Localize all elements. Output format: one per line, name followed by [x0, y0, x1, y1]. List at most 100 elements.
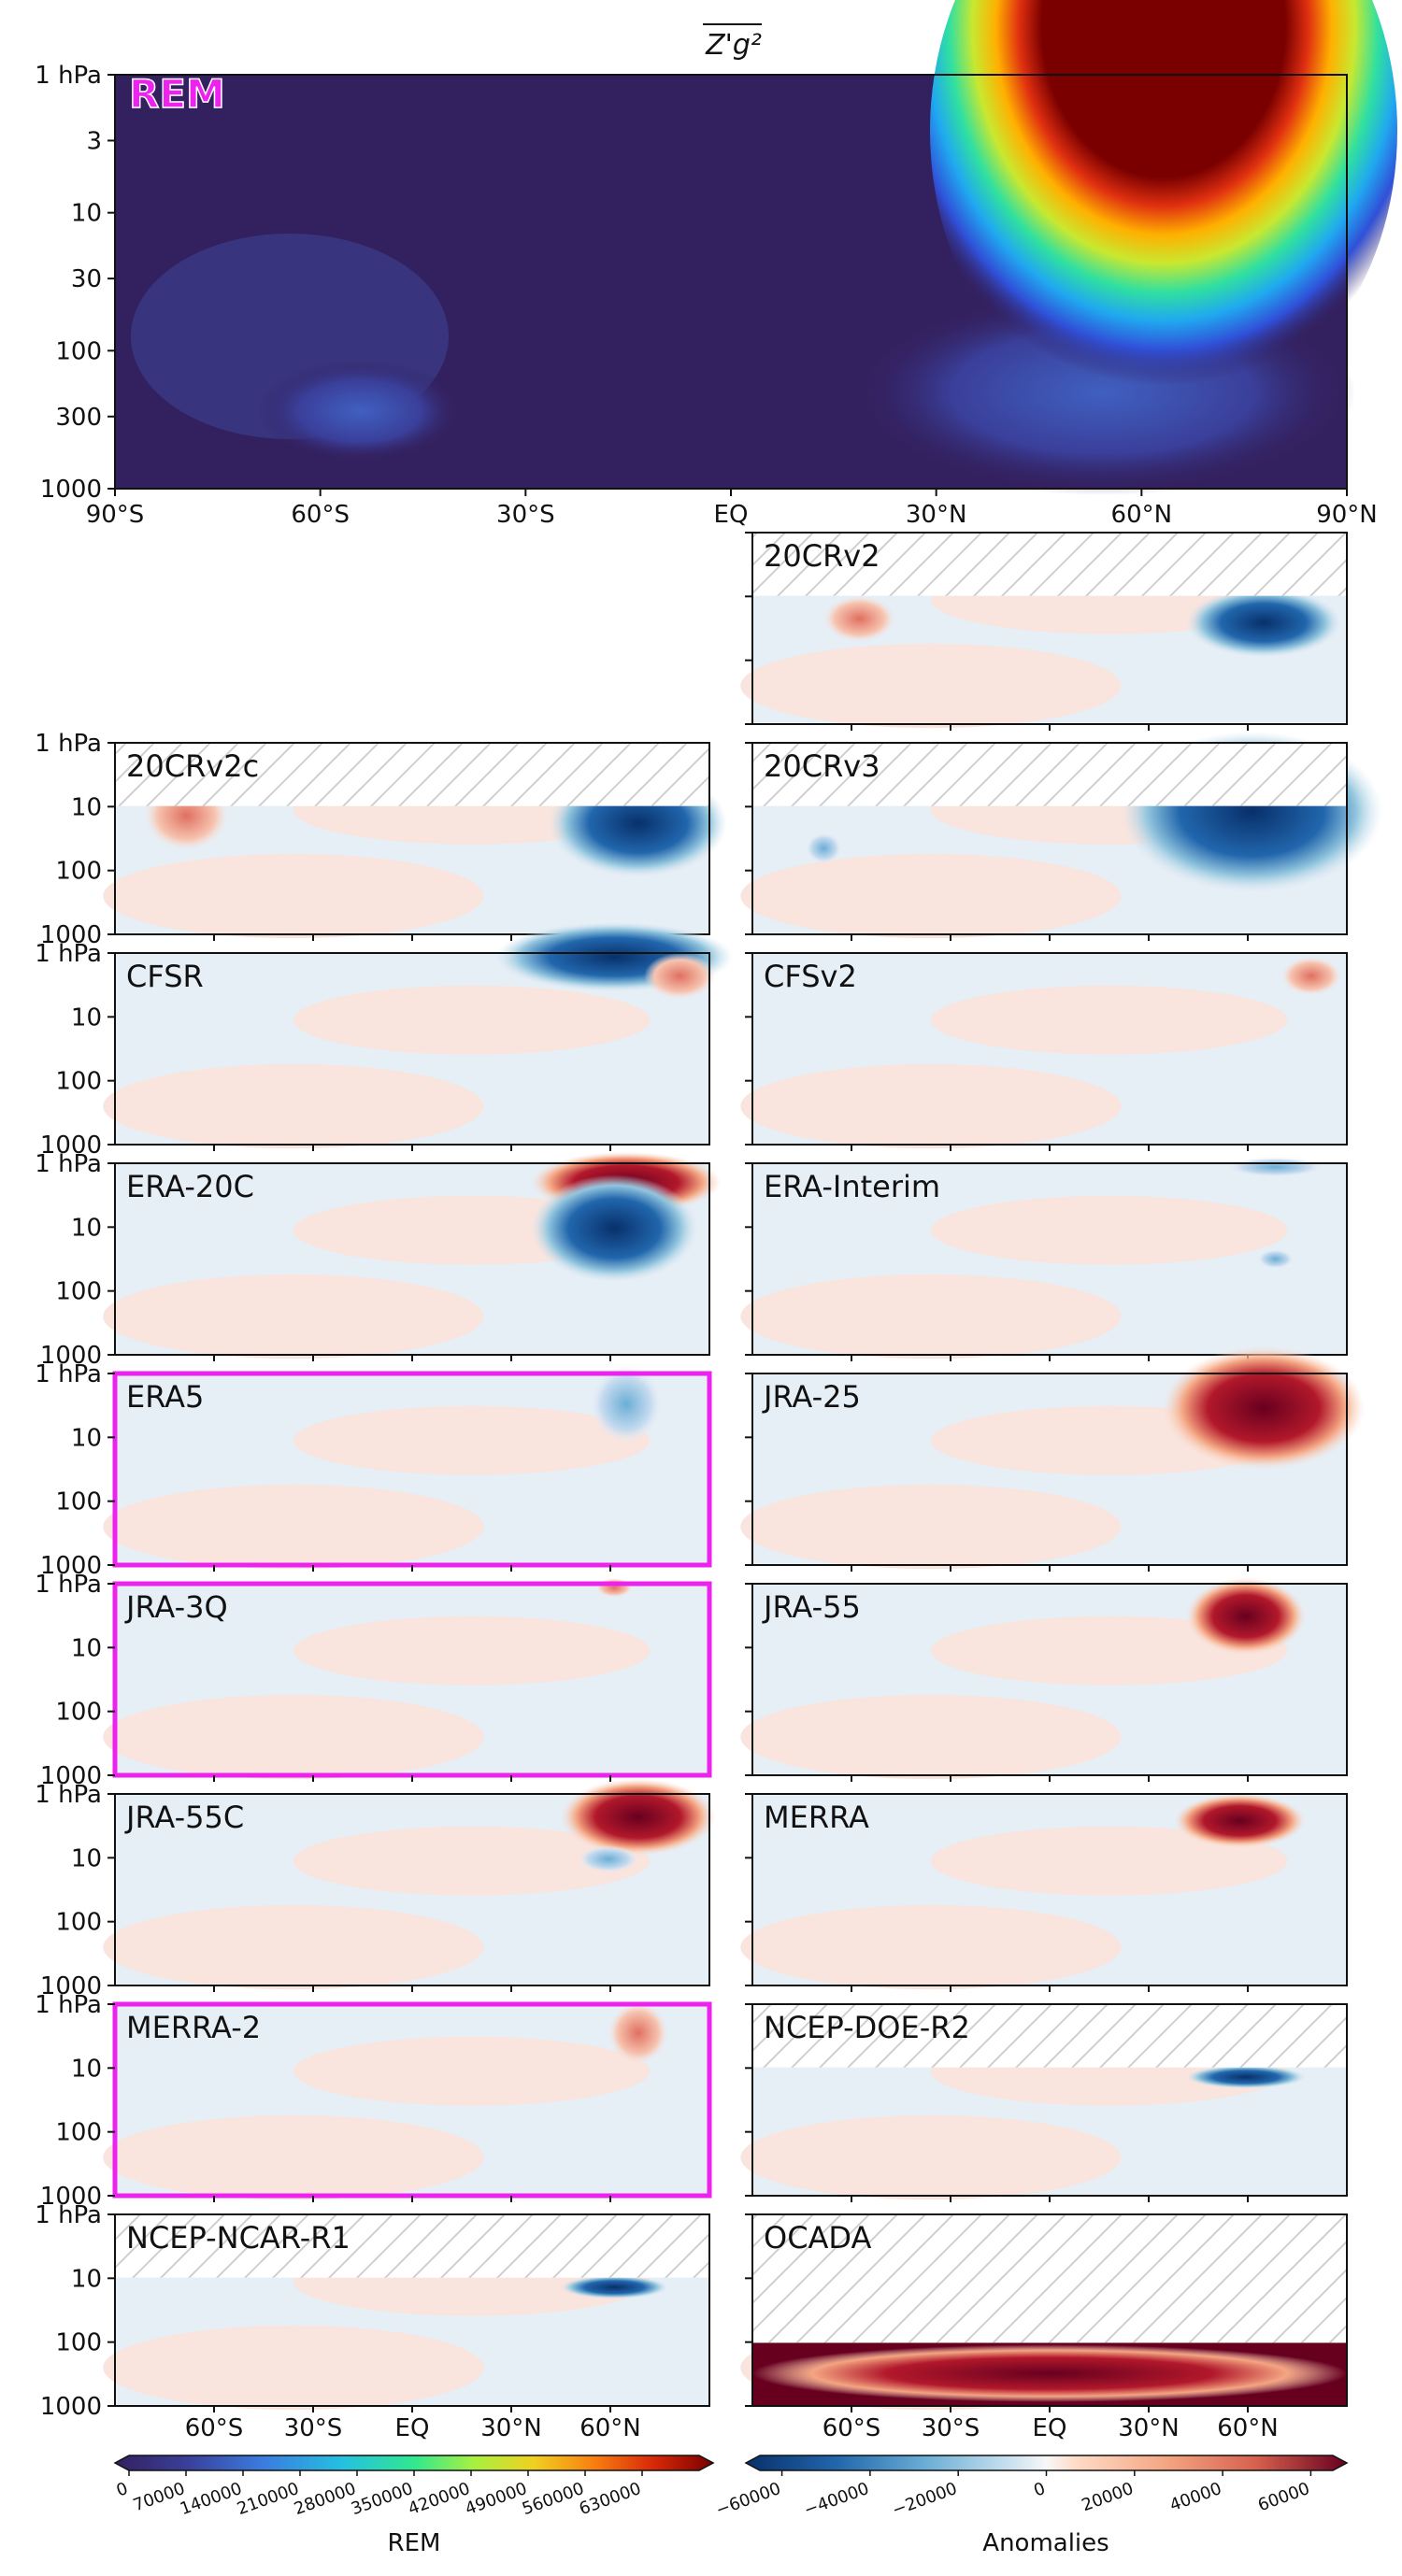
- panel-ytick-label: 100: [55, 1488, 102, 1516]
- panel-positive-band: [293, 1826, 651, 1896]
- panel-anomaly-feature: [596, 1577, 633, 1598]
- bottom-xtick-label: 60°N: [1217, 2414, 1279, 2442]
- bottom-xtick-label: EQ: [395, 2414, 430, 2442]
- panel-ytick-label: 1000: [40, 1342, 102, 1370]
- panel-anomaly-feature: [1174, 1794, 1306, 1848]
- panel-ytick-label: 1000: [40, 921, 102, 949]
- main-ytick-label: 10: [71, 200, 102, 228]
- panel-ytick-label: 1000: [40, 1762, 102, 1790]
- colorbar-tick-label: 60000: [1255, 2479, 1312, 2515]
- panel-ytick-label: 1 hPa: [35, 1781, 102, 1809]
- panel-positive-band: [293, 985, 651, 1055]
- main-ytick-label: 1 hPa: [35, 62, 102, 90]
- panel-ytick-label: 100: [55, 1068, 102, 1096]
- colorbar-tick-label: 560000: [520, 2479, 587, 2519]
- colorbar-tick-label: −60000: [713, 2479, 783, 2520]
- colorbar-tick-label: 40000: [1167, 2479, 1224, 2515]
- colorbar-tick-label: −40000: [801, 2479, 871, 2520]
- colorbar-tick-label: −20000: [890, 2479, 960, 2520]
- colorbar-anom-label: Anomalies: [982, 2529, 1109, 2557]
- panel-ytick-label: 100: [55, 858, 102, 886]
- panel-positive-band: [103, 1484, 484, 1570]
- panel-label: 20CRv2: [764, 538, 880, 574]
- panel-hatch: [752, 743, 1347, 806]
- panel-merra-2: MERRA-2 1 hPa 10 100 1000: [35, 1991, 712, 2211]
- panel-label: NCEP-NCAR-R1: [126, 2220, 350, 2256]
- colorbar-tick-label: 210000: [235, 2479, 302, 2519]
- panel-label: CFSv2: [764, 959, 857, 994]
- panel-ytick-label: 1 hPa: [35, 1991, 102, 2019]
- panel-anomaly-feature: [1186, 588, 1341, 658]
- colorbar-tick-label: 490000: [463, 2479, 530, 2519]
- main-xtick-label: 90°S: [86, 501, 145, 529]
- panel-ytick-label: 10: [71, 1424, 102, 1452]
- panel-label: CFSR: [126, 959, 204, 994]
- colorbar-tick-label: 630000: [577, 2479, 644, 2519]
- bottom-xtick-label: 60°S: [185, 2414, 244, 2442]
- panel-positive-band: [293, 1405, 651, 1475]
- panel-ytick-label: 1 hPa: [35, 730, 102, 758]
- panel-positive-band: [103, 853, 484, 939]
- panel-label: 20CRv3: [764, 748, 880, 784]
- panel-ytick-label: 100: [55, 1278, 102, 1306]
- panel-label: JRA-25: [762, 1379, 861, 1415]
- panel-ytick-label: 1000: [40, 1552, 102, 1580]
- panel-label: JRA-3Q: [124, 1589, 228, 1625]
- panel-ncep-ncar-r1: NCEP-NCAR-R1 1 hPa 10 100 1000: [35, 2201, 710, 2421]
- bottom-xtick-label: 30°S: [284, 2414, 343, 2442]
- main-ytick-label: 1000: [40, 476, 102, 504]
- panel-anomaly-feature: [1281, 957, 1341, 996]
- panel-anomaly-feature: [644, 953, 716, 1000]
- panel-anomaly-feature: [608, 2001, 668, 2064]
- panel-positive-band: [740, 1484, 1122, 1570]
- bottom-xtick-label: 30°S: [922, 2414, 980, 2442]
- panel-anomaly-feature: [579, 1845, 638, 1873]
- panel-label: OCADA: [764, 2220, 872, 2256]
- panel-positive-band: [740, 1063, 1122, 1149]
- main-blob-sh-core: [257, 360, 463, 463]
- panel-anomaly-feature: [1227, 1157, 1323, 1177]
- panel-positive-band: [740, 1274, 1122, 1359]
- main-xtick-label: 60°S: [291, 501, 350, 529]
- bottom-xtick-label: EQ: [1033, 2414, 1067, 2442]
- colorbar-rem-bar: [113, 2455, 715, 2471]
- panel-ytick-label: 10: [71, 1003, 102, 1032]
- panel-20crv3: 20CRv3: [740, 731, 1383, 941]
- panel-ytick-label: 100: [55, 1909, 102, 1937]
- colorbar-tick-label: 350000: [349, 2479, 416, 2519]
- main-xtick-label: 60°N: [1111, 501, 1173, 529]
- panel-anomaly-feature: [1186, 2065, 1306, 2089]
- panel-anomaly-feature: [1257, 1249, 1294, 1269]
- panel-anomaly-feature: [823, 595, 895, 642]
- panel-positive-band: [740, 2114, 1122, 2200]
- bottom-xtick-label: 30°N: [480, 2414, 542, 2442]
- bottom-xtick-label: 60°S: [823, 2414, 881, 2442]
- panel-positive-band: [103, 2325, 484, 2411]
- panel-label: NCEP-DOE-R2: [764, 2010, 970, 2045]
- panel-ytick-label: 10: [71, 1844, 102, 1872]
- panel-ytick-label: 1000: [40, 2183, 102, 2211]
- panel-hatch: [115, 2214, 709, 2278]
- panel-ytick-label: 100: [55, 2119, 102, 2147]
- panel-label: JRA-55C: [124, 1800, 244, 1835]
- panel-ytick-label: 1000: [40, 1972, 102, 2000]
- panel-positive-band: [103, 1274, 484, 1359]
- panel-ytick-label: 10: [71, 793, 102, 821]
- panel-ytick-label: 1 hPa: [35, 1150, 102, 1178]
- colorbar-tick-label: 140000: [178, 2479, 245, 2519]
- panel-20crv2: 20CRv2: [740, 532, 1348, 731]
- panel-label: MERRA: [764, 1800, 869, 1835]
- main-ytick-label: 3: [86, 127, 102, 155]
- panel-ytick-label: 10: [71, 1634, 102, 1662]
- panel-era-interim: ERA-Interim: [740, 1157, 1348, 1361]
- bottom-xtick-label: 60°N: [579, 2414, 641, 2442]
- panel-cfsr: CFSR 1 hPa 10 100 1000: [35, 922, 734, 1160]
- panel-anomaly-feature: [561, 1778, 716, 1856]
- panel-ytick-label: 10: [71, 2055, 102, 2083]
- panel-20crv2c: 20CRv2c 1 hPa 10 100 1000: [35, 730, 728, 949]
- panel-ytick-label: 1 hPa: [35, 2201, 102, 2229]
- panel-positive-band: [930, 985, 1288, 1055]
- main-jet-halo: [930, 0, 1397, 420]
- panel-anomaly-feature: [1162, 1346, 1366, 1470]
- panel-hatch: [115, 743, 709, 806]
